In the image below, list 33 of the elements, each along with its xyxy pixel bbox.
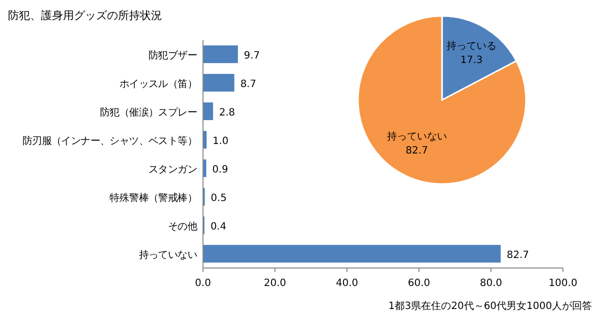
data-label: 82.7 [506,250,529,261]
x-tick-label: 80.0 [480,278,502,289]
y-tick-label: 防刃服（インナー、シャツ、ベスト等） [22,134,197,147]
data-label: 1.0 [212,136,229,147]
x-tick-label: 0.0 [195,278,211,289]
x-tick-label: 20.0 [264,278,286,289]
bar [203,102,214,120]
data-label: 17.3 [460,55,483,66]
y-tick-label: 防犯ブザー [148,49,198,62]
bar [203,244,501,263]
y-tick-label: 持っていない [138,248,198,261]
data-label: 82.7 [406,146,428,157]
data-label: 0.9 [212,164,228,176]
x-tick-label: 40.0 [336,278,358,289]
x-tick-label: 100.0 [548,278,578,289]
slice-label: 持っている [446,40,497,52]
x-tick-label: 60.0 [408,278,430,289]
data-label: 0.5 [210,192,227,204]
y-tick-label: 防犯（催涙）スプレー [100,106,198,118]
data-label: 0.4 [210,221,226,232]
y-tick-label: その他 [168,220,198,232]
text: 1都3県在住の20代～60代男女1000人が回答 [388,300,592,312]
y-tick-label: ホイッスル（笛） [119,78,197,90]
bar [203,45,238,64]
text: 防犯、護身用グッズの所持状況 [8,9,162,22]
data-label: 2.8 [219,107,235,118]
pie-slice [357,15,527,185]
y-tick-label: 特殊警棒（警戒棒） [110,192,197,204]
bar [203,74,234,92]
slice-label: 持っていない [386,130,447,143]
y-tick-label: スタンガン [148,164,198,176]
data-label: 8.7 [240,78,256,90]
data-label: 9.7 [244,50,260,62]
